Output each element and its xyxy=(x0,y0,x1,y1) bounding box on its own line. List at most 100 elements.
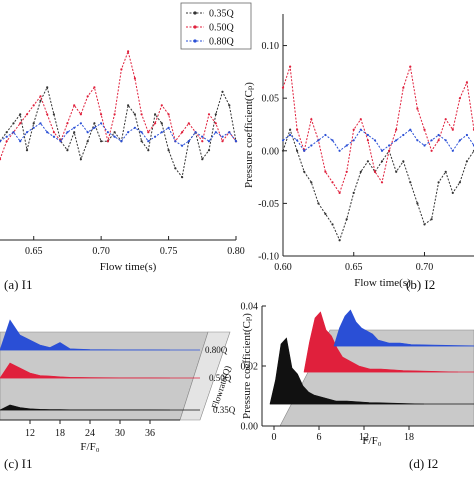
point-a-0.80Q xyxy=(228,131,231,134)
ztick-label-c-2: 0.80Q xyxy=(205,345,228,355)
point-a-0.35Q xyxy=(12,122,15,125)
legend-marker-0 xyxy=(193,11,197,15)
point-b-0.50Q xyxy=(289,65,292,68)
point-a-0.35Q xyxy=(214,113,217,116)
point-a-0.80Q xyxy=(174,140,177,143)
point-b-0.35Q xyxy=(338,239,341,242)
point-a-0.50Q xyxy=(221,140,224,143)
point-a-0.80Q xyxy=(120,140,123,143)
spectrum-d-0.80Q xyxy=(333,309,474,347)
point-b-0.80Q xyxy=(423,144,426,147)
point-a-0.35Q xyxy=(167,149,170,152)
point-b-0.50Q xyxy=(437,139,440,142)
point-b-0.35Q xyxy=(437,181,440,184)
point-a-0.35Q xyxy=(147,149,150,152)
point-a-0.80Q xyxy=(46,131,49,134)
point-a-0.80Q xyxy=(73,126,76,129)
legend-box xyxy=(180,2,252,50)
point-b-0.50Q xyxy=(366,139,369,142)
point-a-0.50Q xyxy=(127,50,130,53)
xlabel-b: Flow time(s) xyxy=(354,277,411,289)
point-b-0.35Q xyxy=(402,160,405,163)
legend-label-2: 0.80Q xyxy=(209,37,235,48)
point-a-0.80Q xyxy=(5,135,8,138)
point-a-0.50Q xyxy=(201,140,204,143)
point-a-0.80Q xyxy=(194,131,197,134)
point-b-0.35Q xyxy=(289,128,292,131)
point-b-0.80Q xyxy=(296,139,299,142)
point-a-0.35Q xyxy=(79,158,82,161)
xtick-label-c-1: 18 xyxy=(55,428,65,439)
point-a-0.50Q xyxy=(0,158,2,161)
point-b-0.35Q xyxy=(345,218,348,221)
series-a-0.35Q xyxy=(0,85,237,179)
point-b-0.80Q xyxy=(331,139,334,142)
point-b-0.80Q xyxy=(409,128,412,131)
point-b-0.50Q xyxy=(296,128,299,131)
point-b-0.50Q xyxy=(352,128,355,131)
point-a-0.35Q xyxy=(181,176,184,179)
point-b-0.35Q xyxy=(281,149,285,152)
series-a-0.80Q xyxy=(0,122,237,147)
series-b-0.80Q xyxy=(282,128,474,152)
xtick-label-b-0: 0.60 xyxy=(274,262,292,273)
point-a-0.80Q xyxy=(181,144,184,147)
point-a-0.50Q xyxy=(154,122,157,125)
point-b-0.50Q xyxy=(310,118,313,121)
point-b-0.35Q xyxy=(430,218,433,221)
point-a-0.50Q xyxy=(181,131,184,134)
point-a-0.50Q xyxy=(86,95,89,98)
ytick-label-b-0: -0.10 xyxy=(258,252,279,263)
point-b-0.35Q xyxy=(317,202,320,205)
point-b-0.80Q xyxy=(345,144,348,147)
point-a-0.50Q xyxy=(93,86,96,89)
point-a-0.80Q xyxy=(66,131,69,134)
point-a-0.50Q xyxy=(32,104,35,107)
point-b-0.80Q xyxy=(437,133,440,137)
point-a-0.50Q xyxy=(73,104,76,107)
point-a-0.35Q xyxy=(174,167,177,170)
point-a-0.35Q xyxy=(5,131,8,134)
point-b-0.50Q xyxy=(430,149,433,152)
point-a-0.50Q xyxy=(133,77,136,80)
point-a-0.80Q xyxy=(106,131,109,134)
point-b-0.80Q xyxy=(310,144,313,147)
point-a-0.50Q xyxy=(100,113,103,116)
point-b-0.35Q xyxy=(352,191,355,194)
xtick-label-d-0: 0 xyxy=(272,432,277,443)
point-a-0.80Q xyxy=(160,131,163,134)
point-a-0.80Q xyxy=(127,131,130,134)
point-a-0.80Q xyxy=(221,135,224,138)
point-a-0.35Q xyxy=(19,113,22,116)
point-b-0.50Q xyxy=(423,128,426,131)
point-b-0.35Q xyxy=(366,160,369,163)
ytick-label-b-4: 0.10 xyxy=(262,41,280,52)
point-a-0.35Q xyxy=(52,113,56,116)
point-a-0.50Q xyxy=(5,140,8,143)
point-b-0.35Q xyxy=(465,160,468,163)
point-b-0.80Q xyxy=(458,139,461,142)
point-b-0.50Q xyxy=(338,191,341,194)
point-b-0.80Q xyxy=(317,139,320,142)
xtick-label-c-4: 36 xyxy=(145,428,155,439)
point-b-0.80Q xyxy=(388,144,391,147)
point-b-0.35Q xyxy=(451,191,454,194)
point-b-0.35Q xyxy=(444,170,447,173)
point-a-0.50Q xyxy=(46,113,49,116)
point-b-0.80Q xyxy=(465,133,468,137)
point-b-0.35Q xyxy=(310,181,313,184)
point-a-0.35Q xyxy=(100,140,103,143)
point-a-0.80Q xyxy=(207,140,211,143)
point-a-0.80Q xyxy=(133,126,136,129)
point-b-0.80Q xyxy=(289,133,292,137)
point-b-0.50Q xyxy=(409,65,412,68)
point-b-0.35Q xyxy=(395,170,398,173)
xtick-label-a-3: 0.80 xyxy=(227,246,245,257)
point-b-0.80Q xyxy=(380,149,384,152)
point-b-0.50Q xyxy=(465,81,468,84)
point-b-0.35Q xyxy=(416,202,419,205)
point-a-0.80Q xyxy=(59,140,62,143)
point-b-0.50Q xyxy=(373,170,377,173)
legend-label-0: 0.35Q xyxy=(209,9,235,20)
